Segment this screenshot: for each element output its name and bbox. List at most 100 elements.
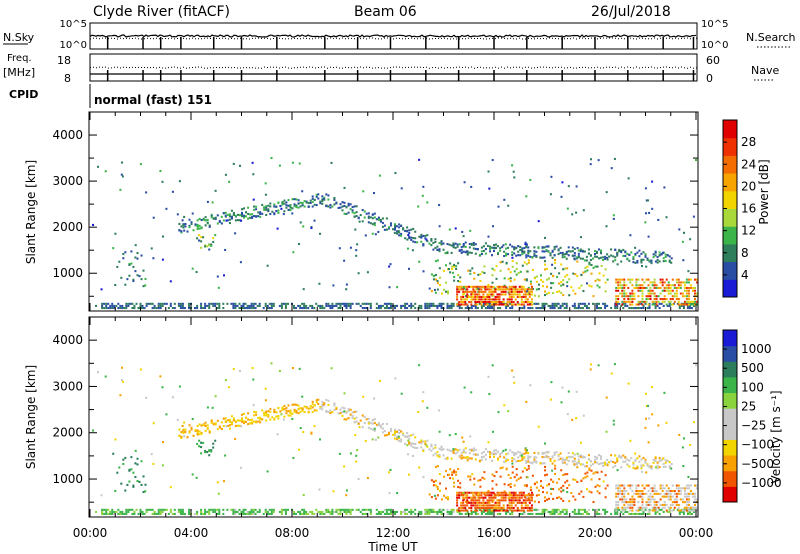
- velocity-cell: [118, 466, 121, 469]
- power-cell: [631, 300, 634, 303]
- power-cell: [642, 304, 645, 307]
- velocity-cell: [678, 433, 681, 436]
- velocity-cell: [511, 512, 514, 515]
- power-cell: [682, 307, 685, 310]
- power-cell: [122, 257, 125, 260]
- power-cell: [584, 266, 587, 269]
- velocity-cell: [363, 422, 366, 425]
- nave-tick-bottom: 0: [706, 72, 713, 85]
- power-cell: [606, 253, 609, 256]
- power-cell: [470, 301, 473, 304]
- power-cell: [484, 288, 487, 291]
- power-cell: [627, 177, 630, 180]
- velocity-cell: [577, 461, 580, 464]
- velocity-cell: [596, 461, 599, 464]
- power-cell: [489, 245, 492, 248]
- velocity-cell: [631, 503, 634, 506]
- power-cell: [410, 236, 413, 239]
- velocity-cell: [681, 509, 684, 512]
- power-cell: [600, 256, 603, 259]
- power-cell: [529, 250, 532, 253]
- velocity-cell: [518, 509, 521, 512]
- velocity-cell: [490, 496, 493, 499]
- velocity-cell: [528, 499, 531, 502]
- power-cell: [452, 246, 455, 249]
- power-cell: [100, 288, 103, 291]
- power-cell: [421, 194, 424, 197]
- velocity-cell: [627, 484, 630, 487]
- power-cell: [389, 263, 392, 266]
- power-cell: [615, 298, 618, 301]
- power-cell: [509, 243, 512, 246]
- velocity-cell: [565, 508, 568, 511]
- velocity-cell: [503, 456, 506, 459]
- power-cell: [596, 250, 599, 253]
- velocity-cell: [514, 496, 517, 499]
- power-cell: [629, 298, 632, 301]
- velocity-cell: [137, 512, 140, 515]
- velocity-cell: [509, 477, 512, 480]
- power-cell: [396, 304, 399, 307]
- power-cell: [660, 302, 663, 305]
- velocity-cell: [507, 510, 510, 513]
- power-cell: [571, 250, 574, 253]
- velocity-cell: [390, 429, 393, 432]
- power-cell: [373, 212, 376, 215]
- velocity-cell: [573, 457, 576, 460]
- velocity-cell: [142, 491, 145, 494]
- velocity-cell: [646, 463, 649, 466]
- power-cell: [652, 253, 655, 256]
- velocity-cell: [453, 481, 456, 484]
- velocity-cell: [505, 510, 508, 513]
- velocity-cell: [383, 508, 386, 511]
- velocity-cell: [621, 506, 624, 509]
- velocity-cell: [297, 412, 300, 415]
- power-cell: [515, 247, 518, 250]
- power-cell: [121, 307, 124, 310]
- power-cell: [664, 259, 667, 262]
- velocity-cell: [101, 512, 104, 515]
- power-cell: [214, 189, 217, 192]
- power-cell: [545, 302, 548, 305]
- power-cell: [315, 195, 318, 198]
- velocity-cell: [566, 473, 569, 476]
- velocity-cell: [277, 415, 280, 418]
- velocity-cell: [255, 411, 258, 414]
- power-cell: [111, 304, 114, 307]
- power-cell: [365, 302, 368, 305]
- power-cell: [453, 275, 456, 278]
- power-cell: [107, 302, 110, 305]
- velocity-cell: [598, 492, 601, 495]
- velocity-cell: [546, 473, 549, 476]
- power-cell: [390, 307, 393, 310]
- power-cell: [535, 302, 538, 305]
- velocity-cell: [537, 512, 540, 515]
- power-cell: [157, 307, 160, 310]
- power-cell: [454, 246, 457, 249]
- velocity-cell: [226, 419, 229, 422]
- power-cell: [327, 302, 330, 305]
- velocity-cell: [416, 446, 419, 449]
- power-cell: [252, 198, 255, 201]
- power-cell: [524, 288, 527, 291]
- velocity-cell: [464, 504, 467, 507]
- velocity-cell: [456, 509, 459, 512]
- velocity-cell: [563, 461, 566, 464]
- velocity-cell: [645, 404, 648, 407]
- power-cell: [509, 307, 512, 310]
- velocity-cell: [196, 433, 199, 436]
- power-cell: [615, 303, 618, 306]
- power-cell: [551, 263, 554, 266]
- power-cell: [327, 205, 330, 208]
- power-cell: [460, 248, 463, 251]
- velocity-cell: [622, 512, 625, 515]
- power-cell: [407, 234, 410, 237]
- power-cell: [458, 301, 461, 304]
- power-cell: [527, 246, 530, 249]
- velocity-cell: [519, 454, 522, 457]
- power-cell: [394, 307, 397, 310]
- velocity-cell: [516, 496, 519, 499]
- velocity-cell: [662, 465, 665, 468]
- velocity-cell: [596, 512, 599, 515]
- velocity-cell: [450, 512, 453, 515]
